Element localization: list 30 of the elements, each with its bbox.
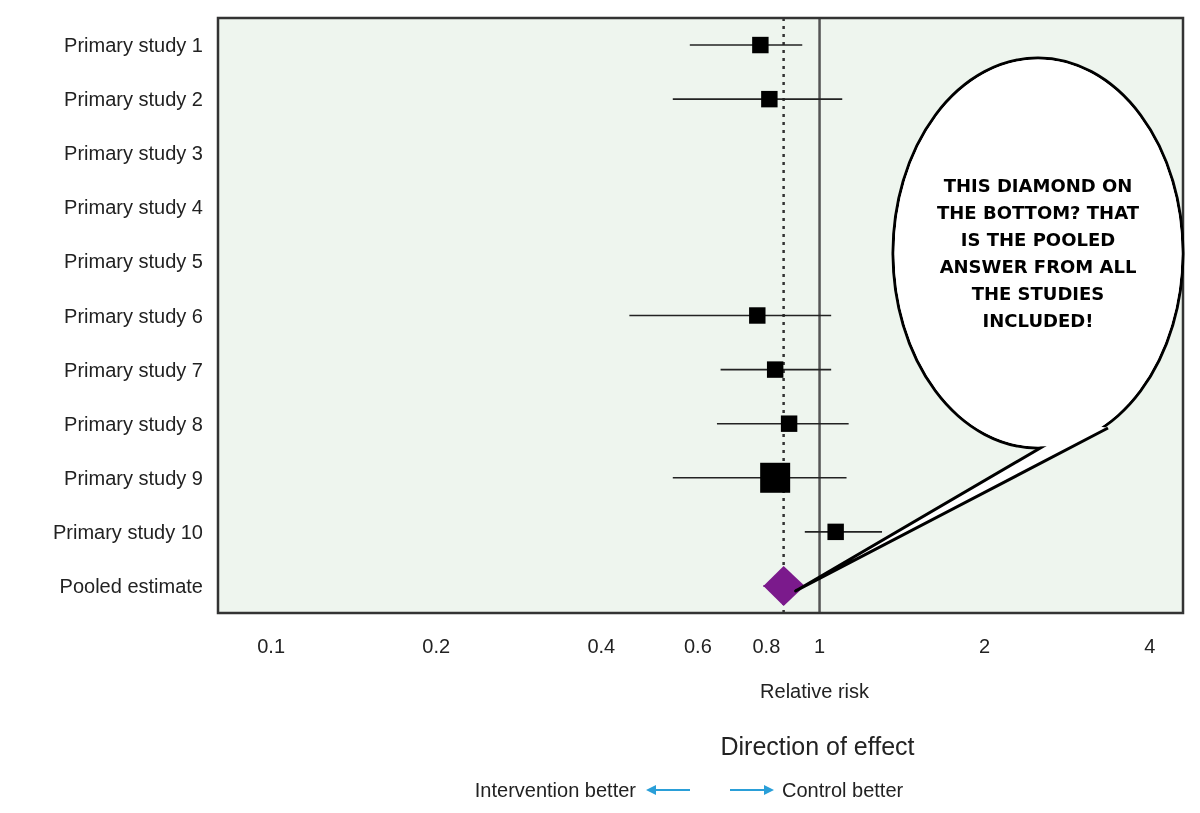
text: Control better [782, 779, 904, 801]
x-tick-label: 0.2 [422, 635, 451, 657]
y-tick-label: Primary study 9 [64, 466, 203, 489]
point [827, 523, 844, 541]
y-tick-label: Primary study 8 [64, 412, 203, 435]
x-tick-label: 0.1 [257, 635, 286, 657]
y-tick-label: Primary study 3 [64, 142, 203, 165]
x-tick-label: 0.6 [683, 635, 712, 657]
point [752, 36, 769, 54]
x-tick-label: 1 [813, 635, 826, 657]
y-tick-label: Primary study 7 [64, 358, 203, 381]
text: Direction of effect [720, 732, 915, 760]
x-tick-label: 0.8 [752, 635, 781, 657]
y-tick-label: Primary study 5 [64, 250, 203, 273]
y-tick-label: Primary study 1 [64, 34, 203, 57]
text: Intervention better [474, 779, 637, 801]
annotation: THIS DIAMOND ON THE BOTTOM? THAT IS THE POOLED ANSWER FROM ALL THE STUDIES INCLUDED! [937, 174, 1140, 331]
y-tick-label: Primary study 10 [52, 520, 203, 543]
x-tick-label: 4 [1144, 635, 1156, 657]
x-axis-title: Relative risk [760, 680, 870, 702]
x-tick-label: 0.4 [587, 635, 616, 657]
y-tick-label: Primary study 6 [64, 304, 203, 327]
point [766, 361, 784, 378]
y-tick-label: Pooled estimate [59, 574, 203, 597]
point [780, 415, 798, 432]
point [761, 90, 778, 108]
x-tick-label: 2 [979, 635, 991, 657]
point [763, 565, 805, 606]
y-tick-label: Primary study 2 [64, 88, 203, 111]
y-tick-label: Primary study 4 [64, 196, 203, 219]
